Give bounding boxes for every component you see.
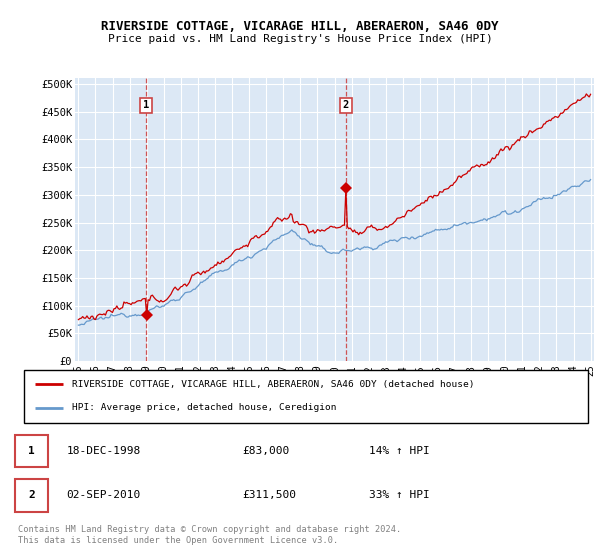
Text: 1: 1 (143, 100, 149, 110)
Text: RIVERSIDE COTTAGE, VICARAGE HILL, ABERAERON, SA46 0DY (detached house): RIVERSIDE COTTAGE, VICARAGE HILL, ABERAE… (72, 380, 475, 389)
Text: 2: 2 (28, 491, 35, 501)
Text: £311,500: £311,500 (242, 491, 296, 501)
FancyBboxPatch shape (15, 479, 48, 512)
Text: 33% ↑ HPI: 33% ↑ HPI (369, 491, 430, 501)
Text: 02-SEP-2010: 02-SEP-2010 (67, 491, 141, 501)
Text: £83,000: £83,000 (242, 446, 290, 456)
FancyBboxPatch shape (15, 435, 48, 467)
Text: Price paid vs. HM Land Registry's House Price Index (HPI): Price paid vs. HM Land Registry's House … (107, 34, 493, 44)
Text: 1: 1 (28, 446, 35, 456)
Text: 14% ↑ HPI: 14% ↑ HPI (369, 446, 430, 456)
Text: RIVERSIDE COTTAGE, VICARAGE HILL, ABERAERON, SA46 0DY: RIVERSIDE COTTAGE, VICARAGE HILL, ABERAE… (101, 20, 499, 32)
Text: Contains HM Land Registry data © Crown copyright and database right 2024.
This d: Contains HM Land Registry data © Crown c… (18, 525, 401, 545)
Text: 2: 2 (343, 100, 349, 110)
FancyBboxPatch shape (24, 370, 588, 423)
Text: HPI: Average price, detached house, Ceredigion: HPI: Average price, detached house, Cere… (72, 403, 337, 412)
Text: 18-DEC-1998: 18-DEC-1998 (67, 446, 141, 456)
